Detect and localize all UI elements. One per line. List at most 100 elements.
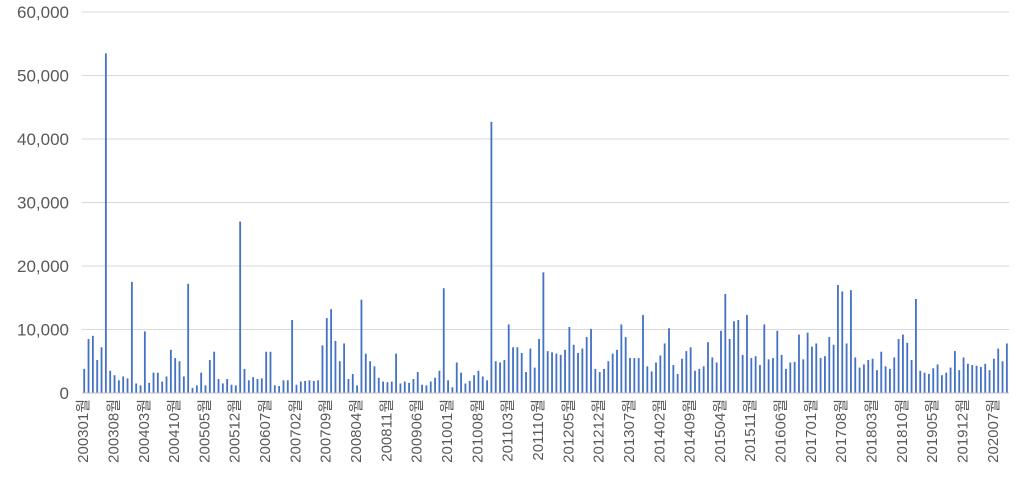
bar (187, 283, 190, 393)
bar (96, 359, 99, 393)
bar (178, 361, 181, 393)
bar (1001, 361, 1004, 393)
bar (481, 376, 484, 393)
bar (672, 365, 675, 393)
bar (884, 366, 887, 393)
bar (555, 353, 558, 393)
bar (798, 334, 800, 393)
bar (152, 372, 155, 393)
bar (390, 381, 393, 393)
bar (282, 380, 285, 393)
bar (299, 381, 302, 393)
bar (728, 339, 731, 393)
x-tick-label: 201110월 (530, 399, 547, 461)
bar (226, 379, 229, 393)
bar (291, 319, 294, 393)
bar (538, 339, 540, 393)
y-tick-label: 60,000 (17, 3, 69, 22)
x-tick-label: 201205월 (560, 399, 577, 463)
bar (256, 379, 259, 393)
bar (399, 383, 402, 393)
bar (364, 353, 367, 393)
bar (793, 361, 796, 393)
bar (369, 361, 372, 393)
bar (607, 361, 610, 393)
bar (421, 384, 423, 393)
bar (663, 343, 666, 393)
bar (200, 372, 203, 393)
x-tick-label: 201810월 (894, 399, 911, 463)
bar (819, 358, 822, 393)
bar (759, 365, 761, 393)
bar (269, 351, 272, 393)
x-axis-ticks: 200301월 200308월 200403월 200410월 200505월 20051… (75, 399, 1002, 463)
bar (182, 376, 185, 393)
bar (811, 346, 813, 393)
bar (858, 367, 861, 393)
bar (382, 381, 385, 393)
bar (633, 358, 636, 393)
bar (330, 309, 333, 393)
bar (412, 379, 415, 393)
x-tick-label: 201212월 (591, 399, 608, 463)
bar (720, 330, 722, 393)
bar (581, 348, 584, 393)
bar (100, 347, 103, 393)
bar (156, 372, 159, 393)
bar (940, 375, 943, 393)
bar (169, 349, 172, 393)
bar (919, 370, 922, 393)
bar (962, 357, 965, 393)
bar (351, 373, 354, 393)
bar (191, 387, 194, 393)
bar (737, 319, 740, 393)
x-tick-label: 201701월 (803, 399, 820, 463)
bar (694, 370, 696, 393)
bar (438, 370, 441, 393)
bar (113, 375, 116, 393)
bar (161, 381, 164, 393)
bar (174, 358, 177, 393)
bar (109, 370, 112, 393)
bar (863, 364, 865, 393)
bar (304, 380, 307, 393)
bar (135, 383, 138, 393)
bar (117, 380, 120, 393)
bar (997, 348, 1000, 393)
bar (754, 356, 757, 393)
bar (624, 337, 627, 393)
x-tick-label: 200301월 (75, 399, 92, 463)
bar (979, 366, 982, 393)
bar (1005, 343, 1008, 393)
bar (455, 362, 458, 393)
bar (845, 343, 848, 393)
bar (923, 372, 926, 393)
bar (746, 314, 748, 393)
bar (148, 382, 151, 393)
x-tick-label: 200505월 (196, 399, 213, 463)
y-tick-label: 20,000 (17, 257, 69, 276)
bar (780, 354, 783, 393)
bar (707, 342, 709, 393)
bar (650, 371, 653, 393)
x-tick-label: 201402월 (651, 399, 668, 463)
bar (902, 334, 904, 393)
bar (789, 362, 792, 393)
y-axis-ticks: 0 10,000 20,000 30,000 40,000 50,000 60,000 (17, 3, 69, 403)
bar (828, 337, 831, 393)
bar (564, 349, 566, 393)
bar (767, 359, 770, 393)
bar (104, 53, 107, 394)
bar (932, 368, 935, 393)
bar (611, 353, 614, 393)
bar (247, 380, 250, 393)
bar (646, 366, 649, 393)
bar (360, 299, 363, 393)
bar (975, 365, 978, 393)
bar (971, 365, 974, 393)
bar (217, 379, 220, 393)
bar (213, 351, 216, 393)
bar (763, 324, 766, 393)
bar (910, 359, 913, 393)
bar (529, 348, 532, 393)
